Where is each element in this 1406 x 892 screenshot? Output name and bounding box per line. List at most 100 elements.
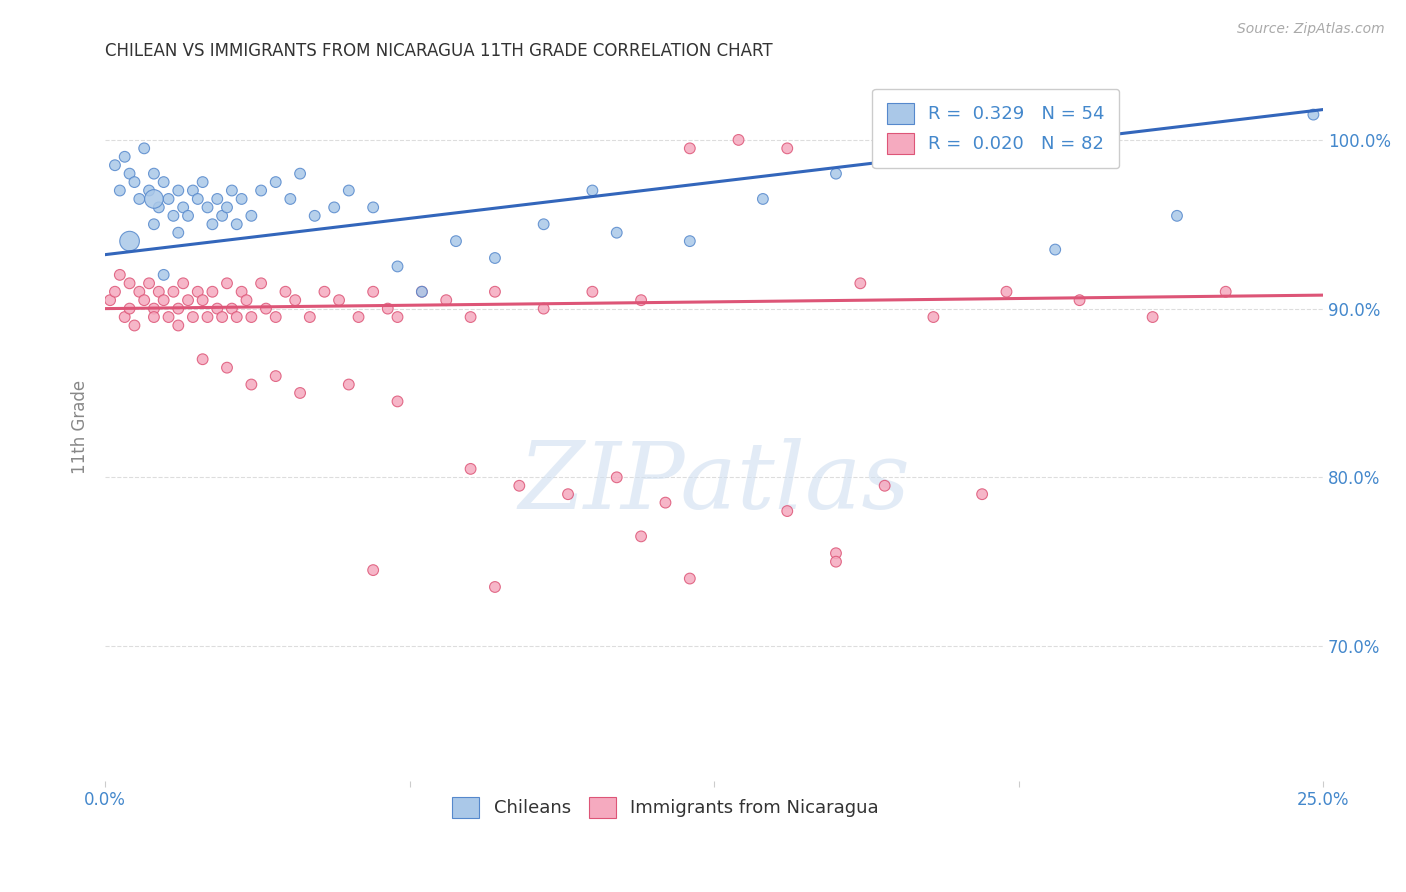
Point	[157, 192, 180, 206]
Point	[274, 285, 297, 299]
Point	[231, 192, 253, 206]
Point	[187, 285, 209, 299]
Point	[211, 209, 233, 223]
Point	[679, 141, 702, 155]
Point	[197, 310, 219, 324]
Point	[118, 277, 141, 291]
Point	[201, 285, 224, 299]
Point	[231, 285, 253, 299]
Point	[128, 192, 150, 206]
Point	[152, 175, 174, 189]
Point	[250, 277, 273, 291]
Point	[460, 462, 482, 476]
Point	[873, 479, 896, 493]
Point	[361, 563, 384, 577]
Point	[157, 310, 180, 324]
Point	[221, 301, 243, 316]
Point	[508, 479, 530, 493]
Point	[460, 310, 482, 324]
Point	[191, 293, 214, 308]
Text: ZIPatlas: ZIPatlas	[519, 438, 910, 528]
Point	[337, 377, 360, 392]
Point	[124, 175, 146, 189]
Point	[197, 201, 219, 215]
Point	[387, 394, 409, 409]
Point	[849, 277, 872, 291]
Point	[142, 310, 165, 324]
Point	[630, 529, 652, 543]
Point	[104, 285, 127, 299]
Point	[167, 184, 190, 198]
Point	[288, 386, 311, 401]
Point	[181, 184, 204, 198]
Point	[288, 167, 311, 181]
Point	[108, 184, 131, 198]
Point	[181, 310, 204, 324]
Point	[972, 487, 994, 501]
Point	[264, 369, 287, 384]
Point	[235, 293, 257, 308]
Point	[250, 184, 273, 198]
Point	[1069, 293, 1091, 308]
Point	[142, 301, 165, 316]
Point	[128, 285, 150, 299]
Point	[98, 293, 121, 308]
Point	[484, 580, 506, 594]
Point	[124, 318, 146, 333]
Point	[118, 167, 141, 181]
Point	[134, 141, 156, 155]
Point	[134, 293, 156, 308]
Point	[298, 310, 321, 324]
Point	[172, 277, 194, 291]
Point	[187, 192, 209, 206]
Point	[1043, 243, 1066, 257]
Point	[191, 175, 214, 189]
Y-axis label: 11th Grade: 11th Grade	[72, 380, 89, 474]
Point	[922, 310, 945, 324]
Point	[177, 209, 200, 223]
Point	[727, 133, 749, 147]
Point	[387, 260, 409, 274]
Point	[304, 209, 326, 223]
Point	[361, 201, 384, 215]
Point	[484, 285, 506, 299]
Point	[162, 209, 184, 223]
Point	[654, 495, 676, 509]
Point	[148, 285, 170, 299]
Point	[207, 192, 229, 206]
Point	[1166, 209, 1188, 223]
Point	[148, 201, 170, 215]
Point	[284, 293, 307, 308]
Point	[162, 285, 184, 299]
Point	[323, 201, 346, 215]
Point	[444, 234, 467, 248]
Point	[387, 310, 409, 324]
Point	[679, 572, 702, 586]
Point	[825, 546, 848, 560]
Point	[215, 277, 238, 291]
Point	[221, 184, 243, 198]
Point	[1215, 285, 1237, 299]
Point	[776, 141, 799, 155]
Point	[679, 234, 702, 248]
Point	[142, 192, 165, 206]
Point	[377, 301, 399, 316]
Point	[337, 184, 360, 198]
Point	[118, 301, 141, 316]
Point	[142, 217, 165, 231]
Point	[225, 217, 247, 231]
Point	[484, 251, 506, 265]
Point	[314, 285, 336, 299]
Point	[172, 201, 194, 215]
Point	[557, 487, 579, 501]
Point	[361, 285, 384, 299]
Point	[752, 192, 775, 206]
Point	[152, 268, 174, 282]
Point	[114, 150, 136, 164]
Point	[104, 158, 127, 172]
Point	[138, 277, 160, 291]
Point	[995, 285, 1018, 299]
Point	[825, 555, 848, 569]
Point	[264, 310, 287, 324]
Point	[215, 201, 238, 215]
